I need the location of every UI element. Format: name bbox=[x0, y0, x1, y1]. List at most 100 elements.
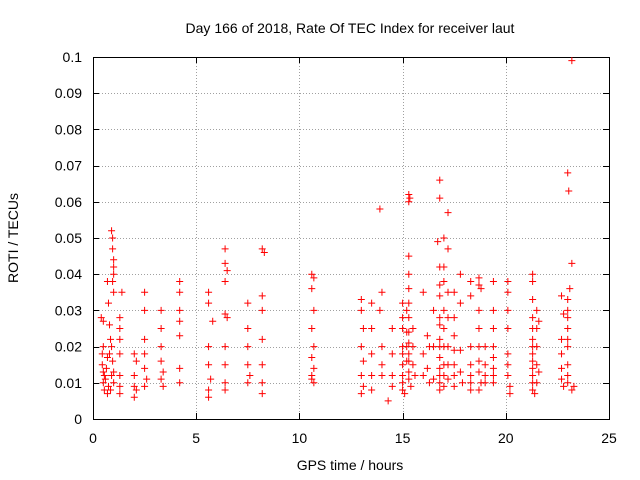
data-point bbox=[399, 361, 407, 369]
data-point bbox=[475, 386, 483, 394]
data-point bbox=[103, 353, 111, 361]
data-point bbox=[101, 375, 109, 383]
data-point bbox=[506, 390, 514, 398]
data-point bbox=[205, 288, 213, 296]
data-point bbox=[444, 288, 452, 296]
data-point bbox=[104, 382, 112, 390]
data-point bbox=[116, 325, 124, 332]
data-point bbox=[116, 372, 124, 380]
data-point bbox=[103, 390, 111, 398]
data-point bbox=[244, 361, 252, 369]
data-point bbox=[467, 386, 475, 394]
data-point bbox=[157, 357, 165, 365]
data-point bbox=[109, 245, 117, 253]
data-point bbox=[440, 382, 448, 390]
data-point bbox=[205, 386, 213, 394]
data-point bbox=[99, 379, 107, 387]
data-point bbox=[475, 306, 483, 314]
data-point bbox=[108, 343, 116, 351]
data-point bbox=[98, 361, 106, 369]
data-point bbox=[467, 372, 475, 380]
data-point bbox=[405, 270, 413, 278]
data-point bbox=[116, 382, 124, 390]
data-point bbox=[157, 375, 165, 383]
data-point bbox=[533, 306, 541, 314]
data-point bbox=[359, 357, 367, 365]
data-point bbox=[308, 375, 316, 383]
data-point bbox=[108, 372, 116, 380]
data-point bbox=[310, 306, 318, 314]
data-point bbox=[411, 372, 419, 380]
data-point bbox=[405, 328, 413, 336]
data-point bbox=[504, 361, 512, 369]
data-point bbox=[430, 375, 438, 383]
data-point bbox=[409, 325, 417, 332]
tick-marks bbox=[93, 57, 610, 420]
data-point bbox=[419, 350, 427, 358]
data-point bbox=[399, 314, 407, 322]
data-point bbox=[475, 368, 483, 376]
data-point bbox=[378, 288, 386, 296]
data-point bbox=[116, 390, 124, 398]
data-point bbox=[529, 314, 537, 322]
data-point bbox=[564, 325, 572, 332]
data-point bbox=[450, 372, 458, 380]
data-point bbox=[564, 335, 572, 343]
data-point bbox=[176, 379, 184, 387]
data-point bbox=[564, 379, 572, 387]
data-point bbox=[130, 350, 138, 358]
data-point bbox=[450, 346, 458, 354]
chart-title: Day 166 of 2018, Rate Of TEC Index for r… bbox=[186, 20, 515, 36]
y-tick-label: 0.03 bbox=[55, 302, 82, 318]
x-tick-label: 20 bbox=[498, 430, 514, 446]
data-point bbox=[529, 372, 537, 380]
data-point bbox=[118, 288, 126, 296]
data-point bbox=[558, 335, 566, 343]
data-point bbox=[407, 382, 415, 390]
data-point bbox=[533, 325, 541, 332]
data-point bbox=[529, 350, 537, 358]
data-point bbox=[99, 343, 107, 351]
data-point bbox=[564, 306, 572, 314]
data-point bbox=[100, 372, 108, 380]
data-point bbox=[467, 343, 475, 351]
data-point bbox=[444, 343, 452, 351]
data-point bbox=[258, 292, 266, 300]
data-point bbox=[205, 361, 213, 369]
data-point bbox=[244, 343, 252, 351]
data-point bbox=[244, 299, 252, 307]
data-point bbox=[405, 191, 413, 199]
y-tick-label: 0.08 bbox=[55, 121, 82, 137]
data-point bbox=[456, 346, 464, 354]
data-point bbox=[533, 343, 541, 351]
data-point bbox=[97, 314, 105, 322]
data-point bbox=[99, 317, 107, 325]
data-point bbox=[444, 361, 452, 369]
data-point bbox=[110, 270, 118, 278]
data-point bbox=[357, 306, 365, 314]
data-point bbox=[258, 306, 266, 314]
data-point bbox=[107, 335, 115, 343]
data-point bbox=[176, 277, 184, 285]
x-tick-label: 10 bbox=[292, 430, 308, 446]
data-point bbox=[98, 350, 106, 358]
data-point bbox=[564, 314, 572, 322]
data-point bbox=[159, 382, 167, 390]
data-point bbox=[130, 393, 138, 401]
data-point bbox=[564, 343, 572, 351]
data-point bbox=[481, 343, 489, 351]
data-point bbox=[176, 332, 184, 340]
data-point bbox=[399, 299, 407, 307]
data-point bbox=[489, 364, 497, 372]
data-point bbox=[566, 285, 574, 293]
data-point bbox=[110, 256, 118, 264]
data-point bbox=[568, 259, 576, 267]
data-point bbox=[244, 325, 252, 332]
data-point bbox=[450, 332, 458, 340]
data-point bbox=[456, 299, 464, 307]
data-point bbox=[378, 343, 386, 351]
data-point bbox=[436, 292, 444, 300]
data-point bbox=[223, 314, 231, 322]
data-point bbox=[109, 277, 117, 285]
